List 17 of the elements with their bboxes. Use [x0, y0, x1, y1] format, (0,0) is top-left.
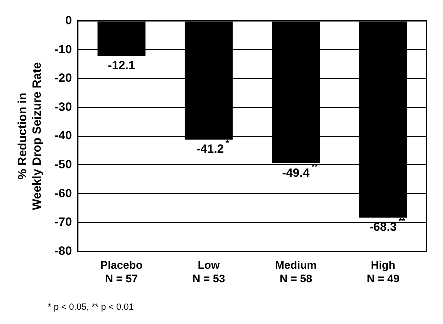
data-label: -41.2* [196, 139, 230, 156]
y-tick-label: -10 [54, 42, 72, 56]
x-tick-label: Placebo N = 57 [100, 260, 144, 286]
x-tick-label: High N = 49 [367, 260, 400, 286]
x-tick-label: Low N = 53 [192, 260, 226, 286]
data-label: -12.1 [108, 58, 136, 72]
text: * p < 0.05, ** p < 0.01 [48, 302, 134, 312]
y-tick-label: -30 [54, 100, 72, 114]
y-tick-label: -70 [54, 215, 72, 230]
y-axis-title: % Reduction in Weekly Drop Seizure Rate [16, 62, 44, 210]
x-tick-label: Medium N = 58 [275, 260, 318, 286]
y-tick-label: -80 [54, 244, 72, 258]
y-tick-label: -40 [54, 128, 72, 143]
y-tick-label: -50 [54, 158, 72, 172]
y-tick-label: -60 [54, 186, 72, 200]
y-tick-label: -20 [54, 71, 72, 86]
y-tick-label: 0 [65, 14, 72, 28]
